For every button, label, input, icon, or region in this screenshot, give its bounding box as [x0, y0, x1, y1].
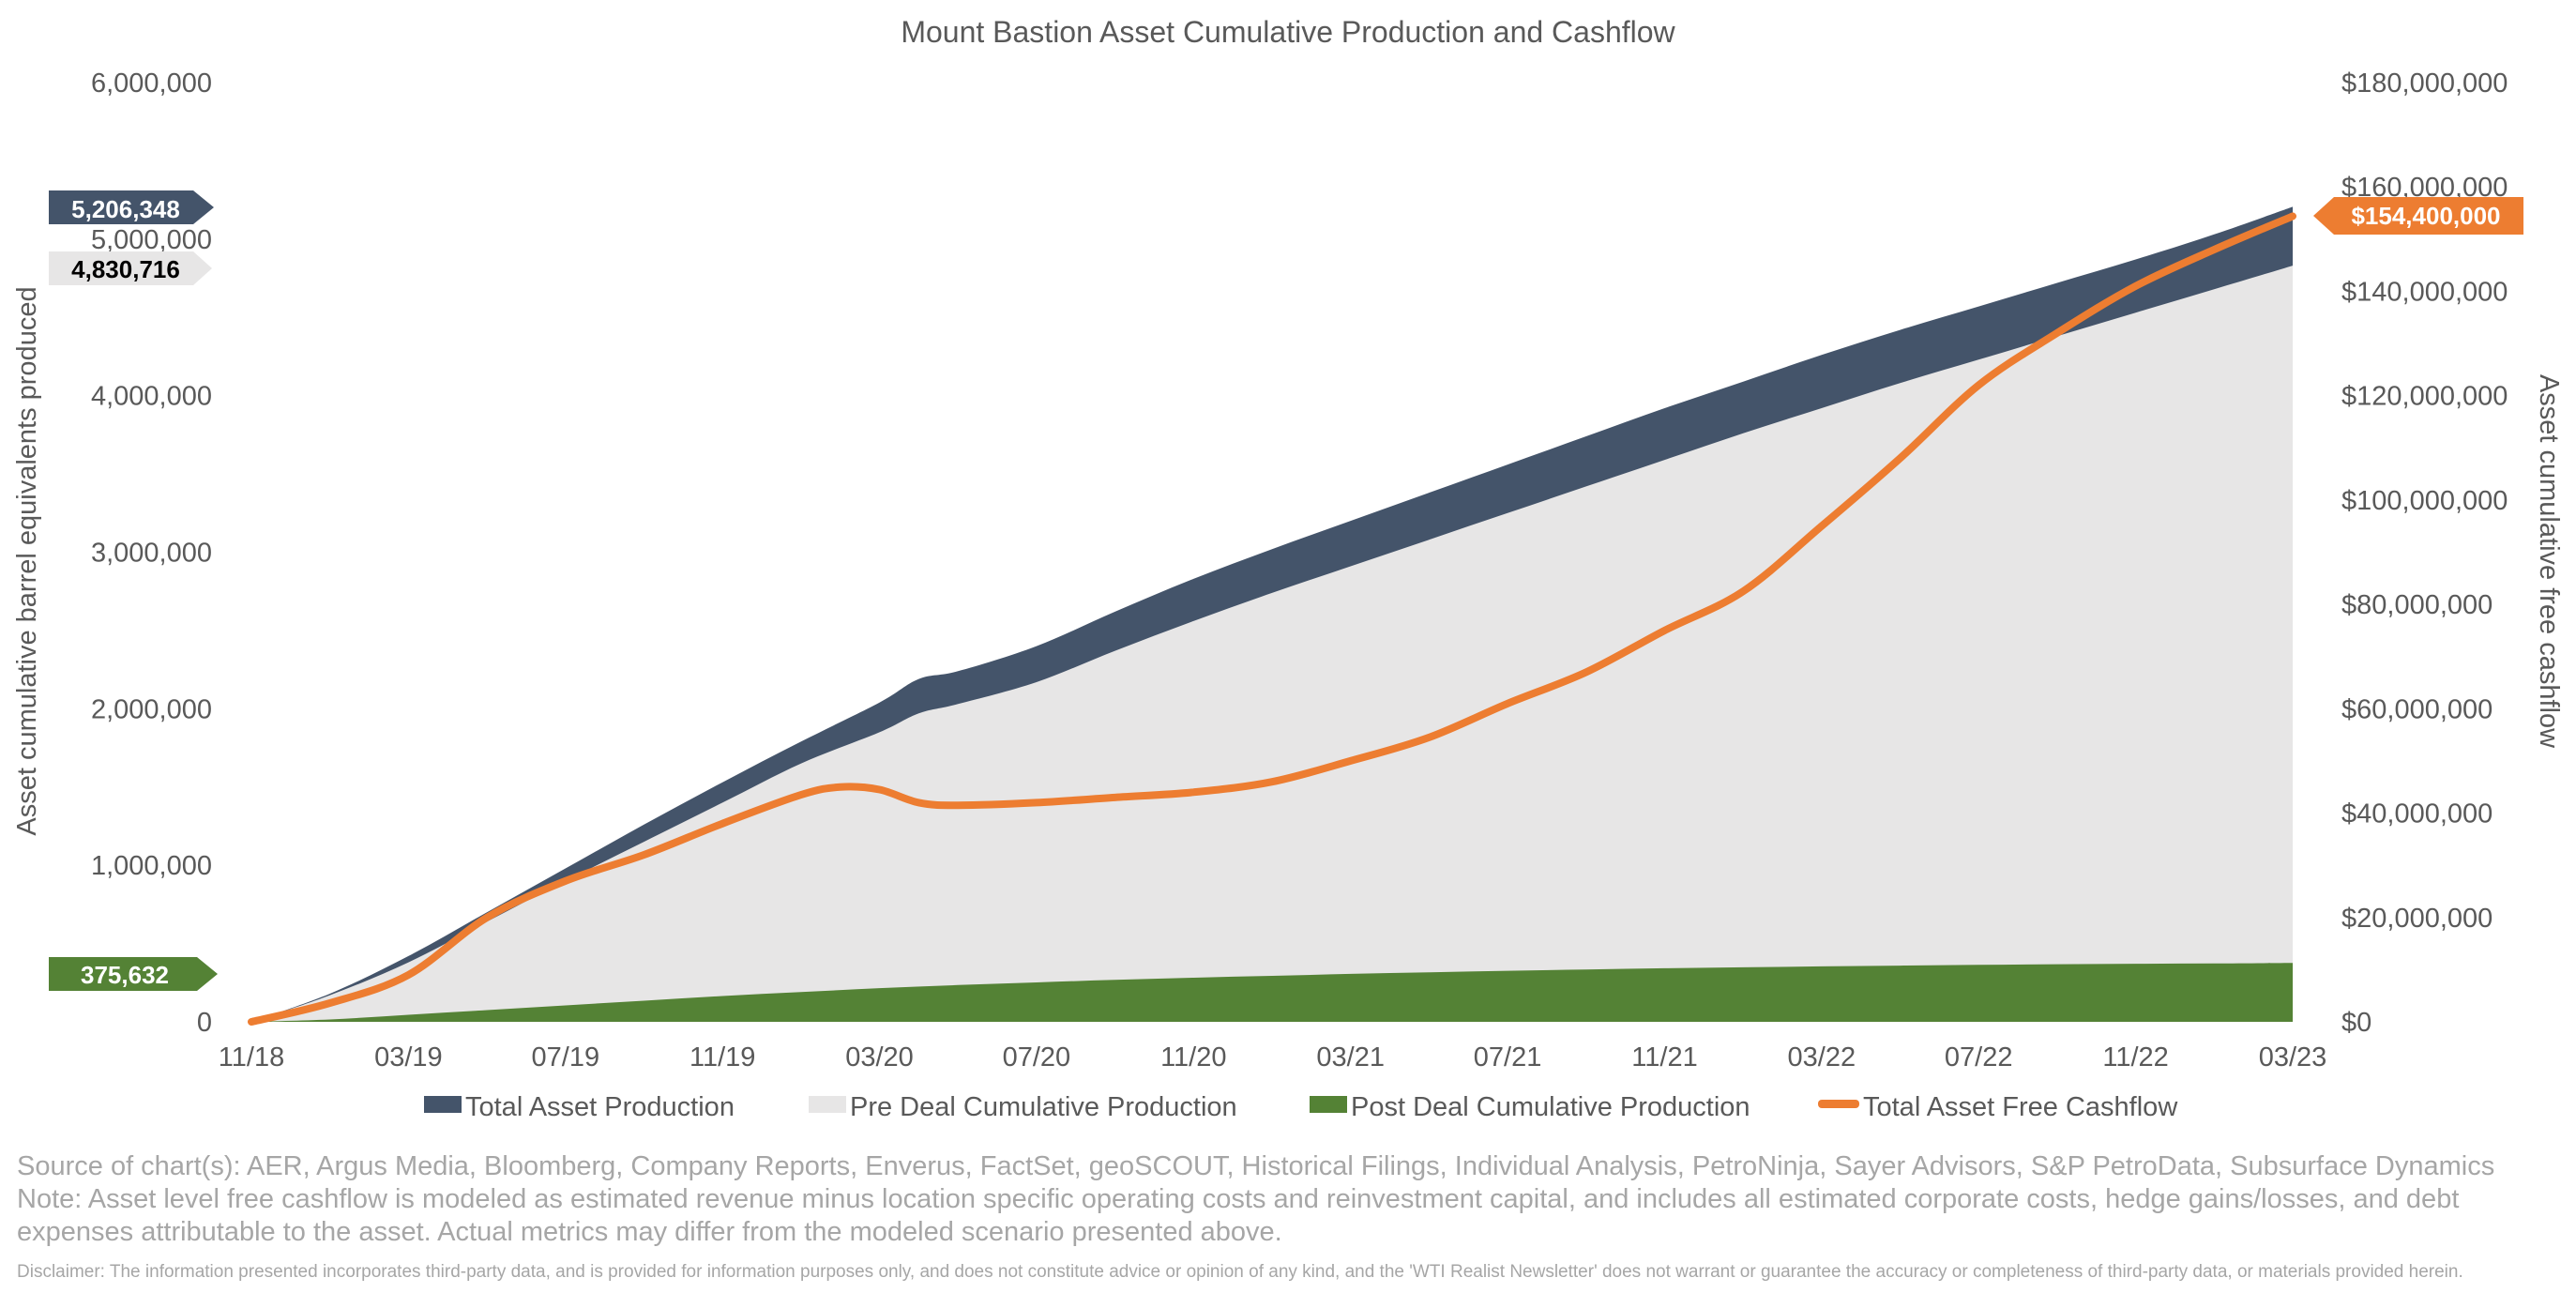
cashflow-callout-box — [2313, 197, 2523, 235]
chart-title: Mount Bastion Asset Cumulative Productio… — [901, 15, 1675, 49]
x-tick-label: 11/20 — [1160, 1042, 1226, 1072]
cashflow-line-group — [248, 212, 2296, 1026]
pre-deal-callout-box — [49, 251, 212, 285]
x-tick-label: 07/22 — [1945, 1042, 2013, 1072]
right-tick-label: $0 — [2341, 1008, 2371, 1038]
right-axis: $0 $20,000,000 $40,000,000 $60,000,000 $80,0… — [2341, 68, 2508, 1038]
disclaimer-text: Disclaimer: The information presented in… — [17, 1262, 2463, 1282]
right-tick-label: $80,000,000 — [2341, 590, 2493, 620]
right-tick-label: $40,000,000 — [2341, 799, 2493, 829]
legend-label-cashflow: Total Asset Free Cashflow — [1863, 1092, 2178, 1122]
right-tick-label: $120,000,000 — [2341, 382, 2508, 412]
total-end-label: 5,206,348 — [71, 195, 180, 223]
left-tick-label: 5,000,000 — [91, 225, 212, 255]
post-deal-end-label: 375,632 — [81, 961, 169, 989]
legend-label-total: Total Asset Production — [465, 1092, 735, 1122]
left-tick-label: 1,000,000 — [91, 851, 212, 881]
right-tick-label: $140,000,000 — [2341, 277, 2508, 307]
x-tick-label: 03/23 — [2259, 1042, 2327, 1072]
post-deal-callout-box — [49, 957, 218, 991]
x-tick-label: 07/20 — [1003, 1042, 1071, 1072]
right-tick-label: $20,000,000 — [2341, 904, 2493, 934]
right-axis-label: Asset cumulative free cashflow — [2534, 374, 2564, 749]
pre-deal-end-callout: 4,830,716 — [49, 251, 212, 285]
footer-source-note: Source of chart(s): AER, Argus Media, Bl… — [17, 1150, 2550, 1249]
x-tick-label: 03/19 — [374, 1042, 443, 1072]
post-deal-cumulative-production-area — [251, 963, 2293, 1022]
x-tick-label: 11/19 — [689, 1042, 755, 1072]
pre-deal-cumulative-production-area — [251, 266, 2293, 1023]
x-tick-label: 11/22 — [2102, 1042, 2168, 1072]
x-tick-label: 11/18 — [219, 1042, 284, 1072]
legend: Total Asset Production Pre Deal Cumulati… — [424, 1092, 2178, 1122]
legend-label-pre-deal: Pre Deal Cumulative Production — [850, 1092, 1237, 1122]
x-tick-label: 07/21 — [1474, 1042, 1542, 1072]
legend-swatch-pre-deal — [809, 1096, 846, 1113]
post-deal-end-callout: 375,632 — [49, 957, 218, 991]
legend-label-post-deal: Post Deal Cumulative Production — [1351, 1092, 1750, 1122]
left-tick-label: 4,000,000 — [91, 382, 212, 412]
left-tick-label: 0 — [197, 1008, 212, 1038]
note-text: Note: Asset level free cashflow is model… — [17, 1184, 2460, 1247]
left-axis-label: Asset cumulative barrel equivalents prod… — [12, 286, 42, 835]
left-tick-label: 6,000,000 — [91, 68, 212, 99]
cashflow-end-label: $154,400,000 — [2351, 202, 2500, 230]
x-tick-label: 03/20 — [845, 1042, 914, 1072]
right-tick-label: $60,000,000 — [2341, 694, 2493, 724]
x-axis: 11/18 03/19 07/19 11/19 03/20 07/20 11/20 03/21… — [219, 1042, 2327, 1072]
x-tick-label: 07/19 — [532, 1042, 600, 1072]
left-tick-label: 3,000,000 — [91, 539, 212, 569]
left-tick-label: 2,000,000 — [91, 694, 212, 724]
pre-deal-end-label: 4,830,716 — [71, 255, 180, 283]
chart: Mount Bastion Asset Cumulative Productio… — [12, 15, 2564, 1122]
total-asset-free-cashflow-line — [248, 212, 2296, 1026]
total-callout-box — [49, 190, 214, 224]
legend-swatch-post-deal — [1310, 1096, 1347, 1113]
legend-swatch-total — [424, 1096, 462, 1113]
right-tick-label: $100,000,000 — [2341, 486, 2508, 516]
cashflow-end-callout: $154,400,000 — [2313, 197, 2523, 235]
x-tick-label: 11/21 — [1631, 1042, 1697, 1072]
total-end-callout: 5,206,348 — [49, 190, 214, 224]
plot-areas — [251, 206, 2293, 1023]
source-text: Source of chart(s): AER, Argus Media, Bl… — [17, 1151, 2495, 1181]
x-tick-label: 03/21 — [1316, 1042, 1385, 1072]
x-tick-label: 03/22 — [1788, 1042, 1856, 1072]
right-tick-label: $180,000,000 — [2341, 68, 2508, 99]
legend-swatch-cashflow — [1818, 1100, 1859, 1108]
left-axis: 0 1,000,000 2,000,000 3,000,000 4,000,000 5,0… — [91, 68, 212, 1038]
